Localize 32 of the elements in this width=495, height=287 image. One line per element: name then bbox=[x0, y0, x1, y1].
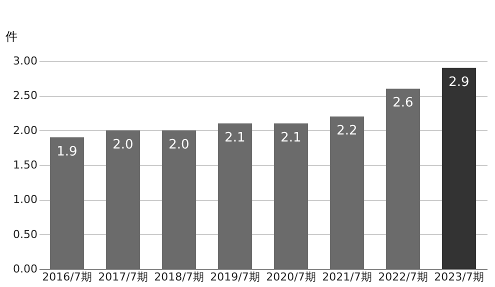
data-label: 1.9 bbox=[56, 144, 78, 160]
x-tick-label: 2022/7期 bbox=[378, 270, 428, 284]
y-tick-label: 0.50 bbox=[13, 228, 38, 241]
bar bbox=[162, 130, 196, 269]
x-tick-label: 2023/7期 bbox=[434, 270, 484, 284]
data-label: 2.1 bbox=[224, 130, 246, 146]
data-label: 2.1 bbox=[280, 130, 302, 146]
data-label: 2.6 bbox=[392, 96, 414, 111]
x-tick-label: 2019/7期 bbox=[210, 270, 260, 284]
bar bbox=[274, 123, 308, 269]
data-label: 2.2 bbox=[336, 123, 358, 138]
data-label: 2.0 bbox=[112, 137, 134, 152]
y-tick-label: 3.00 bbox=[13, 54, 38, 68]
y-tick-label: 0.00 bbox=[13, 262, 38, 276]
bar bbox=[106, 130, 140, 269]
x-tick-label: 2016/7期 bbox=[42, 270, 92, 284]
bar bbox=[442, 68, 476, 269]
data-label: 2.0 bbox=[168, 137, 190, 152]
y-tick-label: 1.00 bbox=[13, 193, 38, 206]
x-tick-label: 2017/7期 bbox=[98, 270, 148, 284]
bar bbox=[218, 123, 252, 269]
bar bbox=[50, 137, 84, 269]
y-tick-label: 2.50 bbox=[13, 89, 38, 102]
y-tick-label: 1.50 bbox=[13, 158, 38, 172]
bar bbox=[330, 116, 364, 269]
data-label: 2.9 bbox=[448, 74, 470, 90]
y-axis-title: 件 bbox=[6, 30, 18, 44]
x-tick-label: 2020/7期 bbox=[266, 270, 316, 284]
x-tick-label: 2018/7期 bbox=[154, 270, 204, 284]
bar bbox=[386, 88, 420, 269]
y-tick-label: 2.00 bbox=[13, 124, 38, 137]
x-tick-label: 2021/7期 bbox=[322, 270, 372, 284]
